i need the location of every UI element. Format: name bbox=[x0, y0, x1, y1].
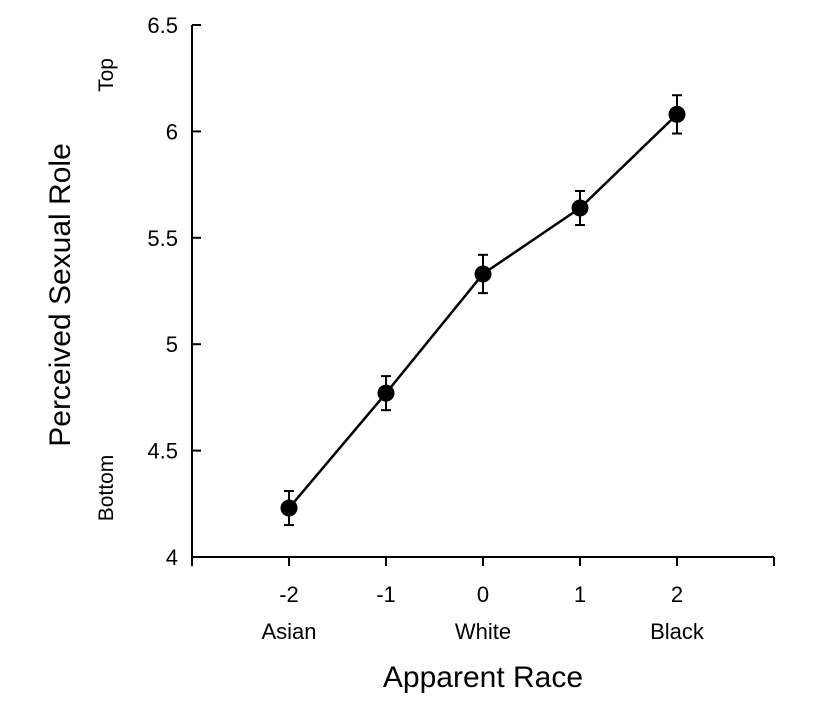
y-tick-label: 5 bbox=[166, 332, 178, 357]
y-tick-label: 6 bbox=[166, 119, 178, 144]
data-point bbox=[474, 265, 492, 283]
data-series bbox=[280, 94, 686, 527]
x-tick-label: 1 bbox=[574, 582, 586, 607]
x-tick-label: 2 bbox=[671, 582, 683, 607]
y-tick-label: 5.5 bbox=[147, 226, 178, 251]
tick-labels: 4 4.5 5 5.5 6 6.5 -2 Asian -1 0 White 1 2 Black bbox=[147, 13, 704, 644]
y-tick-label: 4 bbox=[166, 545, 178, 570]
x-category-label: White bbox=[455, 619, 511, 644]
y-tick-label: 4.5 bbox=[147, 439, 178, 464]
x-tick-label: 0 bbox=[477, 582, 489, 607]
data-point bbox=[571, 199, 589, 217]
y-axis-title: Perceived Sexual Role bbox=[44, 143, 77, 447]
y-tick-label: 6.5 bbox=[147, 13, 178, 38]
data-point bbox=[280, 499, 298, 517]
data-point bbox=[668, 105, 686, 123]
ticks bbox=[191, 24, 775, 566]
x-tick-label: -2 bbox=[279, 582, 299, 607]
series-line bbox=[288, 113, 678, 509]
data-point bbox=[377, 384, 395, 402]
y-anchor-bottom-label: Bottom bbox=[95, 455, 118, 522]
x-category-label: Asian bbox=[261, 619, 316, 644]
x-tick-label: -1 bbox=[376, 582, 396, 607]
x-axis-title: Apparent Race bbox=[383, 661, 583, 694]
y-anchor-top-label: Top bbox=[95, 58, 118, 92]
x-category-label: Black bbox=[650, 619, 705, 644]
